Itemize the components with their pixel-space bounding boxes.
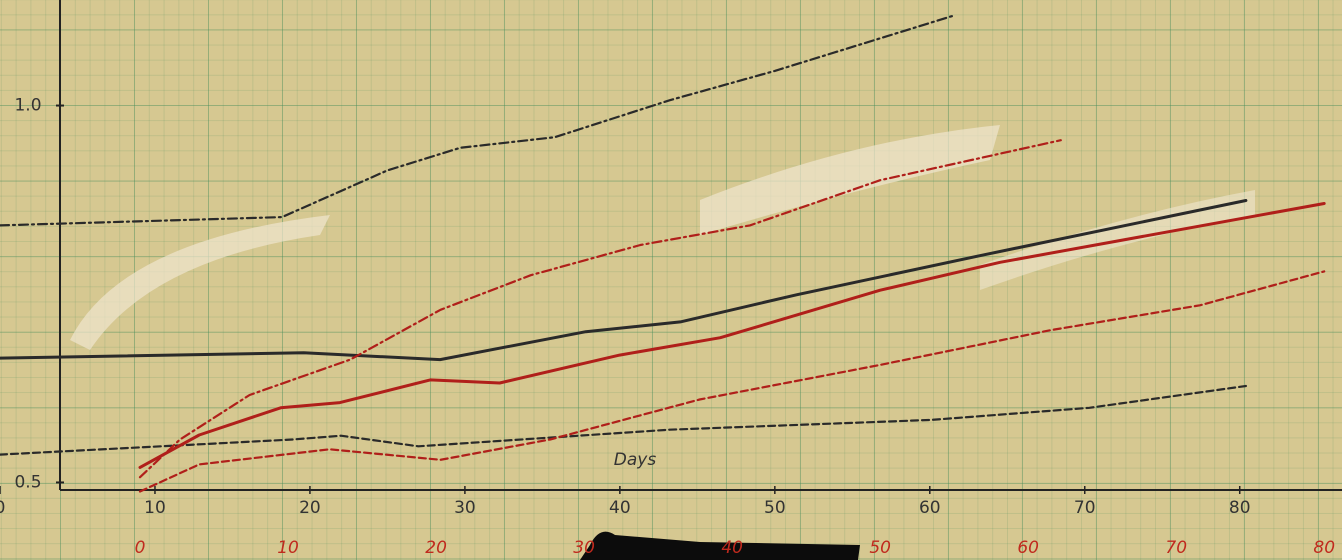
- eraser-smudge: [700, 125, 1000, 235]
- x-tick-label: 30: [454, 498, 476, 518]
- chart: 80706050403020100 Days 0.51.001020304050…: [0, 0, 1342, 560]
- x2-tick-label: 40: [721, 538, 743, 558]
- x-tick-label: 50: [764, 498, 786, 518]
- x2-tick-label: 50: [869, 538, 891, 558]
- x2-tick-label: 10: [277, 538, 299, 558]
- series-line: [0, 201, 1246, 360]
- x-tick-label: 70: [1074, 498, 1096, 518]
- x2-tick-label: 70: [1165, 538, 1187, 558]
- graph-paper: 80706050403020100 Days 0.51.001020304050…: [0, 0, 1342, 560]
- x2-tick-label: 80: [1313, 538, 1335, 558]
- x-tick-label: 20: [299, 498, 321, 518]
- torn-patch: [580, 532, 860, 560]
- x2-tick-label: 60: [1017, 538, 1039, 558]
- decor: [60, 0, 1342, 560]
- y-tick-label: 1.0: [14, 96, 41, 116]
- series-line: [140, 140, 1061, 477]
- x-tick-label: 10: [144, 498, 166, 518]
- x2-tick-label: 20: [425, 538, 447, 558]
- annotation: Days: [614, 450, 657, 470]
- x-tick-label: 80: [1229, 498, 1251, 518]
- series-line: [140, 271, 1324, 491]
- x2-tick-label: 30: [573, 538, 595, 558]
- eraser-smudge: [70, 215, 330, 350]
- x-tick-label: 40: [609, 498, 631, 518]
- x-tick-label: 60: [919, 498, 941, 518]
- x-tick-label: 0: [0, 498, 5, 518]
- y-tick-label: 0.5: [14, 472, 41, 492]
- x2-tick-label: 0: [135, 538, 146, 558]
